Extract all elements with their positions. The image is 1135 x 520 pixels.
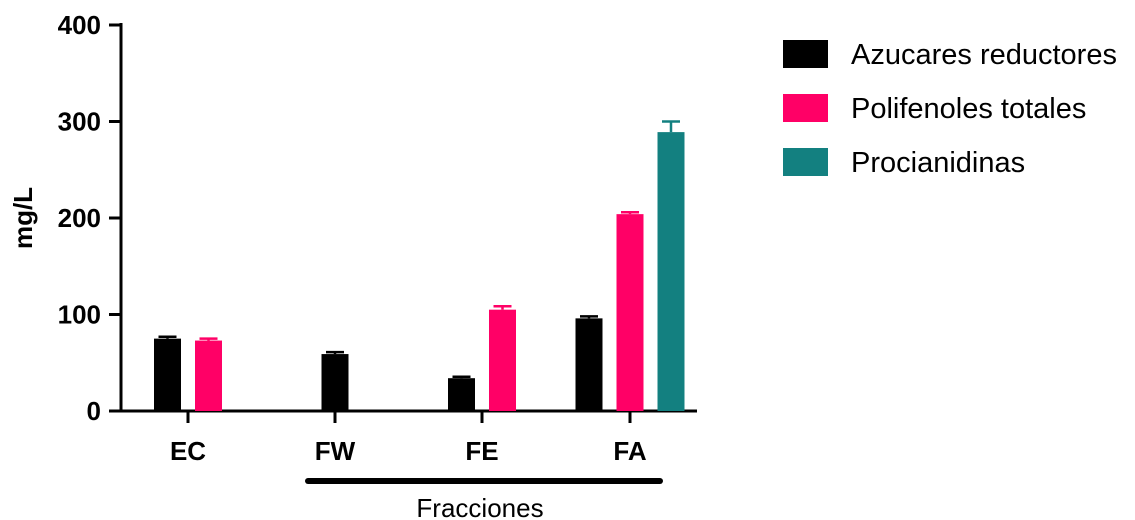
bar-fa-series-2 (616, 214, 644, 411)
y-tick-label: 300 (58, 107, 101, 137)
legend-swatch (783, 148, 828, 176)
bar-fw-series-1 (321, 354, 349, 411)
y-axis: 0 100 200 300 400 (58, 10, 123, 426)
y-tick-label: 400 (58, 10, 101, 40)
legend-label: Procianidinas (851, 147, 1025, 179)
bar-fa-series-3 (657, 132, 685, 412)
legend-label: Azucares reductores (851, 39, 1117, 71)
bar-ec-series-1 (154, 338, 181, 411)
y-tick-label: 100 (58, 300, 101, 330)
bar-ec-series-2 (195, 340, 222, 411)
bar-fe-series-2 (489, 309, 516, 411)
legend-label: Polifenoles totales (851, 93, 1086, 125)
bars (154, 120, 685, 412)
y-tick-label: 0 (87, 396, 101, 426)
legend-swatch (783, 40, 828, 68)
y-axis-label: mg/L (8, 187, 38, 249)
bar-fa-series-1 (575, 318, 603, 411)
x-tick-label: FW (315, 436, 356, 466)
legend: Azucares reductores Polifenoles totales Pr… (783, 39, 1117, 179)
x-tick-label: EC (170, 436, 206, 466)
x-tick-label: FA (613, 436, 646, 466)
y-tick-label: 200 (58, 203, 101, 233)
x-axis-label: Fracciones (416, 493, 543, 520)
x-tick-label: FE (465, 436, 498, 466)
bar-fe-series-1 (448, 378, 475, 411)
x-axis: EC FW FE FA (119, 409, 697, 484)
legend-swatch (783, 94, 828, 122)
